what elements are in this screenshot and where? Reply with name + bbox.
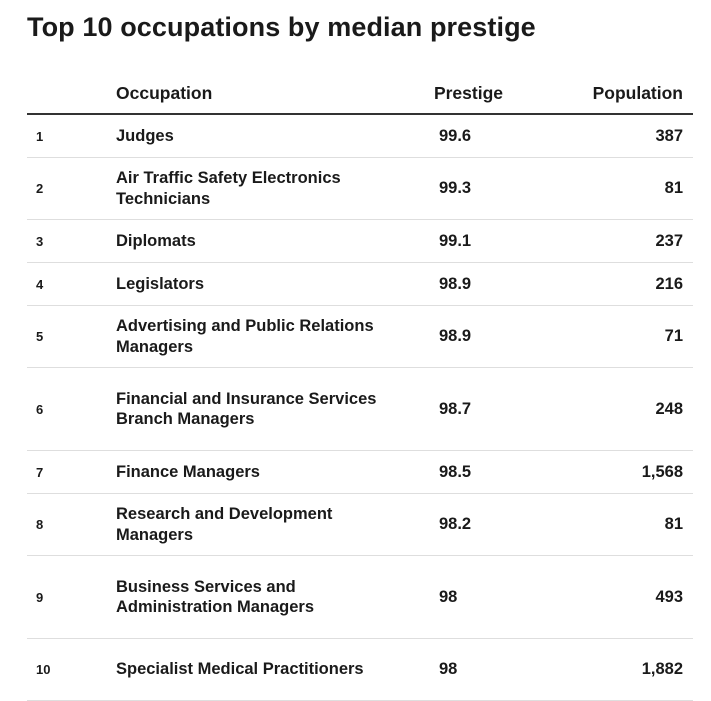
occupation-table: Occupation Prestige Population 1 Judges … bbox=[27, 73, 693, 701]
population-cell: 237 bbox=[503, 219, 693, 263]
table-row: 3 Diplomats 99.1 237 bbox=[27, 219, 693, 263]
prestige-cell: 98.2 bbox=[398, 493, 503, 556]
table-row: 2 Air Traffic Safety Electronics Technic… bbox=[27, 157, 693, 220]
occupation-cell: Research and Development Managers bbox=[116, 493, 398, 556]
population-cell: 248 bbox=[503, 367, 693, 451]
rank-cell: 8 bbox=[27, 493, 116, 556]
table-row: 6 Financial and Insurance Services Branc… bbox=[27, 367, 693, 451]
occupation-cell: Finance Managers bbox=[116, 450, 398, 494]
column-header-rank bbox=[27, 73, 116, 115]
prestige-cell: 99.1 bbox=[398, 219, 503, 263]
rank-cell: 1 bbox=[27, 114, 116, 158]
table-row: 10 Specialist Medical Practitioners 98 1… bbox=[27, 638, 693, 701]
occupation-cell: Financial and Insurance Services Branch … bbox=[116, 367, 398, 451]
occupation-cell: Judges bbox=[116, 114, 398, 158]
population-cell: 71 bbox=[503, 305, 693, 368]
occupation-cell: Diplomats bbox=[116, 219, 398, 263]
column-header-population: Population bbox=[503, 73, 693, 115]
rank-cell: 6 bbox=[27, 367, 116, 451]
rank-cell: 4 bbox=[27, 262, 116, 306]
prestige-cell: 99.3 bbox=[398, 157, 503, 220]
prestige-cell: 98 bbox=[398, 638, 503, 701]
prestige-cell: 98 bbox=[398, 555, 503, 639]
occupation-cell: Legislators bbox=[116, 262, 398, 306]
population-cell: 387 bbox=[503, 114, 693, 158]
rank-cell: 2 bbox=[27, 157, 116, 220]
rank-cell: 9 bbox=[27, 555, 116, 639]
rank-cell: 5 bbox=[27, 305, 116, 368]
occupation-cell: Air Traffic Safety Electronics Technicia… bbox=[116, 157, 398, 220]
occupation-cell: Advertising and Public Relations Manager… bbox=[116, 305, 398, 368]
population-cell: 81 bbox=[503, 157, 693, 220]
prestige-cell: 98.7 bbox=[398, 367, 503, 451]
table-row: 8 Research and Development Managers 98.2… bbox=[27, 493, 693, 556]
column-header-prestige: Prestige bbox=[398, 73, 503, 115]
rank-cell: 7 bbox=[27, 450, 116, 494]
table-row: 4 Legislators 98.9 216 bbox=[27, 262, 693, 306]
column-header-occupation: Occupation bbox=[116, 73, 398, 115]
chart-container: Top 10 occupations by median prestige Oc… bbox=[27, 12, 693, 701]
table-row: 5 Advertising and Public Relations Manag… bbox=[27, 305, 693, 368]
prestige-cell: 98.9 bbox=[398, 262, 503, 306]
occupation-cell: Specialist Medical Practitioners bbox=[116, 638, 398, 701]
occupation-cell: Business Services and Administration Man… bbox=[116, 555, 398, 639]
chart-title: Top 10 occupations by median prestige bbox=[27, 12, 536, 42]
population-cell: 81 bbox=[503, 493, 693, 556]
population-cell: 493 bbox=[503, 555, 693, 639]
prestige-cell: 98.9 bbox=[398, 305, 503, 368]
rank-cell: 3 bbox=[27, 219, 116, 263]
table-header-row: Occupation Prestige Population bbox=[27, 73, 693, 115]
table-row: 7 Finance Managers 98.5 1,568 bbox=[27, 450, 693, 494]
table-row: 1 Judges 99.6 387 bbox=[27, 114, 693, 158]
population-cell: 216 bbox=[503, 262, 693, 306]
prestige-cell: 99.6 bbox=[398, 114, 503, 158]
population-cell: 1,568 bbox=[503, 450, 693, 494]
prestige-cell: 98.5 bbox=[398, 450, 503, 494]
table-row: 9 Business Services and Administration M… bbox=[27, 555, 693, 639]
rank-cell: 10 bbox=[27, 638, 116, 701]
population-cell: 1,882 bbox=[503, 638, 693, 701]
